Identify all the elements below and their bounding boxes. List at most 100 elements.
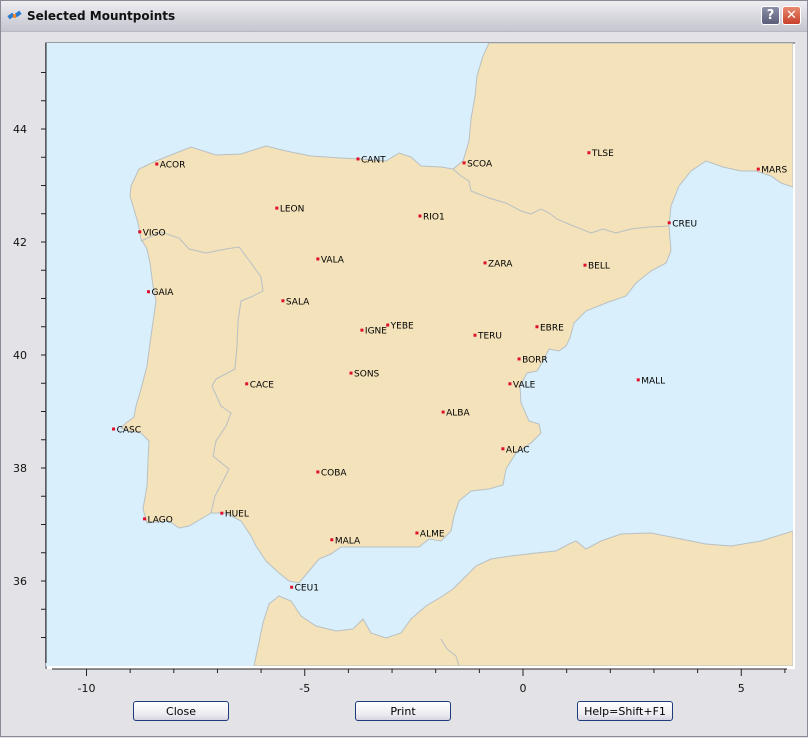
station-sons[interactable]: SONS xyxy=(349,370,380,380)
station-zara[interactable]: ZARA xyxy=(483,259,514,269)
station-alme[interactable]: ALME xyxy=(415,529,445,539)
app-icon xyxy=(7,10,22,20)
station-label: SCOA xyxy=(467,159,493,169)
station-label: RIO1 xyxy=(423,213,445,223)
station-marker[interactable] xyxy=(415,531,419,535)
station-label: ALBA xyxy=(446,409,470,419)
station-label: CACE xyxy=(250,380,275,390)
station-marker[interactable] xyxy=(155,162,159,166)
station-marker[interactable] xyxy=(483,261,487,265)
station-marker[interactable] xyxy=(290,585,294,589)
help-button[interactable]: Help=Shift+F1 xyxy=(577,701,673,721)
station-bell[interactable]: BELL xyxy=(583,262,610,272)
station-label: BELL xyxy=(588,262,610,272)
window-title: Selected Mountpoints xyxy=(27,9,176,23)
station-alac[interactable]: ALAC xyxy=(501,445,530,455)
station-cace[interactable]: CACE xyxy=(245,380,274,390)
border-spain-france xyxy=(452,168,670,234)
station-marker[interactable] xyxy=(138,230,142,234)
station-marker[interactable] xyxy=(473,333,477,337)
station-yebe[interactable]: YEBE xyxy=(386,322,414,332)
station-marker[interactable] xyxy=(360,328,364,332)
station-marker[interactable] xyxy=(281,299,285,303)
station-cant[interactable]: CANT xyxy=(356,155,387,165)
station-borr[interactable]: BORR xyxy=(517,355,548,365)
station-marker[interactable] xyxy=(517,357,521,361)
station-marker[interactable] xyxy=(143,517,147,521)
station-layer: ACOR CANT SCOA TLSE MARS VIGO LEON RIO1 CREU VALA… xyxy=(112,149,788,594)
station-huel[interactable]: HUEL xyxy=(220,510,249,520)
x-tick-label: 5 xyxy=(738,682,745,695)
station-acor[interactable]: ACOR xyxy=(155,161,185,171)
station-leon[interactable]: LEON xyxy=(275,205,304,215)
y-tick-label: 42 xyxy=(13,236,27,249)
station-tlse[interactable]: TLSE xyxy=(587,149,614,159)
help-title-button[interactable]: ? xyxy=(761,6,780,25)
station-mala[interactable]: MALA xyxy=(330,536,361,546)
map-plot[interactable]: ACOR CANT SCOA TLSE MARS VIGO LEON RIO1 CREU VALA… xyxy=(46,43,793,666)
station-marker[interactable] xyxy=(501,447,505,451)
station-ceu1[interactable]: CEU1 xyxy=(290,584,319,594)
station-ebre[interactable]: EBRE xyxy=(535,323,564,333)
station-rio1[interactable]: RIO1 xyxy=(418,213,445,223)
y-tick-label: 44 xyxy=(13,123,27,136)
station-vigo[interactable]: VIGO xyxy=(138,228,166,238)
station-marker[interactable] xyxy=(462,161,466,165)
station-label: YEBE xyxy=(390,322,414,332)
station-marker[interactable] xyxy=(330,538,334,542)
station-label: ALAC xyxy=(506,445,530,455)
station-marker[interactable] xyxy=(386,323,390,327)
land-iberia-france xyxy=(120,43,793,584)
y-tick-label: 38 xyxy=(13,462,27,475)
station-label: LAGO xyxy=(148,515,173,525)
station-marker[interactable] xyxy=(636,378,640,382)
station-marker[interactable] xyxy=(146,290,150,294)
station-mars[interactable]: MARS xyxy=(756,166,788,176)
x-tick-label: -10 xyxy=(78,682,96,695)
title-bar[interactable]: Selected Mountpoints ? ✕ xyxy=(1,1,807,32)
station-marker[interactable] xyxy=(583,263,587,267)
print-button[interactable]: Print xyxy=(355,701,451,721)
station-marker[interactable] xyxy=(587,151,591,155)
station-marker[interactable] xyxy=(275,206,279,210)
station-marker[interactable] xyxy=(316,470,320,474)
land-north-africa xyxy=(253,530,793,666)
station-marker[interactable] xyxy=(667,221,671,225)
station-vala[interactable]: VALA xyxy=(316,255,345,265)
station-mall[interactable]: MALL xyxy=(636,376,665,386)
station-marker[interactable] xyxy=(349,371,353,375)
station-sala[interactable]: SALA xyxy=(281,297,310,307)
station-label: VALA xyxy=(321,255,345,265)
close-window-button[interactable]: ✕ xyxy=(782,6,801,25)
station-marker[interactable] xyxy=(245,382,249,386)
station-marker[interactable] xyxy=(356,157,360,161)
y-tick-label: 40 xyxy=(13,349,27,362)
station-label: VIGO xyxy=(143,228,166,238)
y-tick-label: 36 xyxy=(13,575,27,588)
station-igne[interactable]: IGNE xyxy=(360,327,387,337)
station-creu[interactable]: CREU xyxy=(667,219,697,229)
station-marker[interactable] xyxy=(220,511,224,515)
station-vale[interactable]: VALE xyxy=(508,380,536,390)
station-casc[interactable]: CASC xyxy=(112,426,141,436)
station-lago[interactable]: LAGO xyxy=(143,515,173,525)
station-marker[interactable] xyxy=(756,167,760,171)
station-marker[interactable] xyxy=(112,427,116,431)
station-teru[interactable]: TERU xyxy=(473,332,502,342)
station-alba[interactable]: ALBA xyxy=(441,409,471,419)
station-gaia[interactable]: GAIA xyxy=(146,288,174,298)
station-marker[interactable] xyxy=(441,410,445,414)
station-label: MALA xyxy=(335,536,361,546)
station-marker[interactable] xyxy=(316,257,320,261)
station-label: MALL xyxy=(641,376,665,386)
x-tick-label: -5 xyxy=(299,682,310,695)
close-button[interactable]: Close xyxy=(133,701,229,721)
station-marker[interactable] xyxy=(535,325,539,329)
station-marker[interactable] xyxy=(508,382,512,386)
station-label: CREU xyxy=(672,219,697,229)
station-label: LEON xyxy=(280,205,305,215)
station-coba[interactable]: COBA xyxy=(316,468,347,478)
station-scoa[interactable]: SCOA xyxy=(462,159,493,169)
station-marker[interactable] xyxy=(418,214,422,218)
